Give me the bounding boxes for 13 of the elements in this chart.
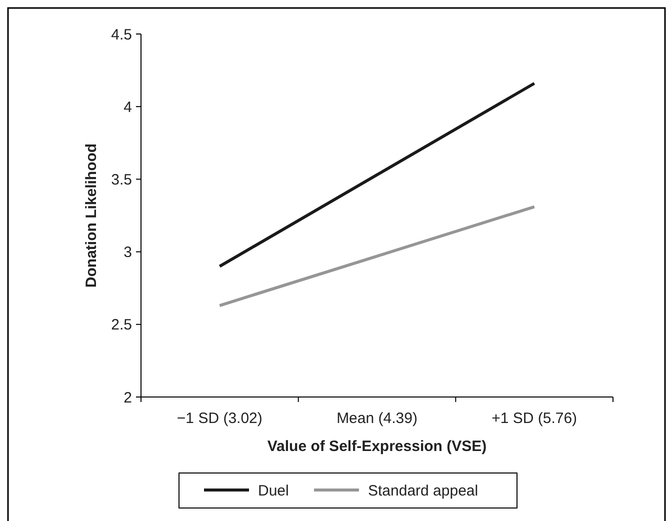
x-tick-label: Mean (4.39) [336, 410, 418, 427]
y-tick-label: 4 [124, 98, 132, 116]
y-tick-label: 3.5 [111, 171, 132, 188]
legend-label: Standard appeal [368, 482, 478, 500]
y-tick-label: 2 [124, 389, 132, 406]
x-tick-label: +1 SD (5.76) [492, 410, 578, 427]
x-tick-label: −1 SD (3.02) [176, 410, 262, 427]
x-axis-title: Value of Self-Expression (VSE) [267, 438, 487, 455]
legend-label: Duel [258, 482, 289, 500]
y-axis-title: Donation Likelihood [83, 143, 100, 288]
y-tick-label: 3 [124, 244, 132, 262]
y-tick-label: 4.5 [111, 26, 132, 44]
y-tick-label: 2.5 [111, 316, 132, 334]
